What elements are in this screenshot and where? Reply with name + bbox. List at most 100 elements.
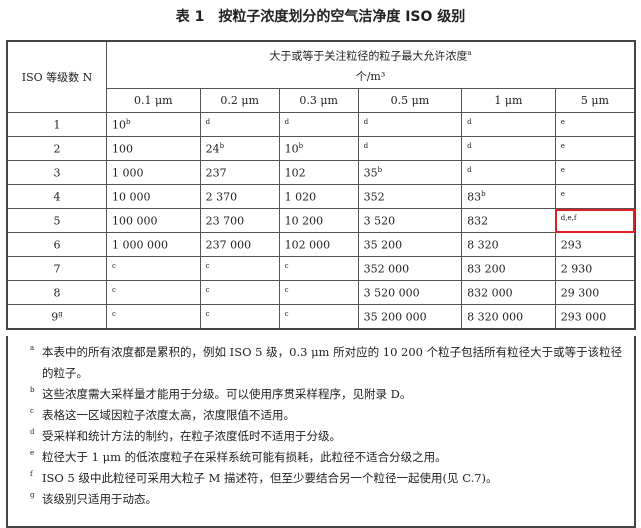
footnote-mark: c	[112, 309, 116, 318]
class-number: 4	[53, 190, 61, 204]
concentration-cell: 1 020	[278, 184, 359, 209]
concentration-cell: d	[357, 136, 463, 161]
footnote-mark: c	[284, 285, 289, 294]
footnote-mark: d	[363, 117, 369, 126]
concentration-cell: 100	[106, 136, 201, 161]
concentration-cell: c	[106, 256, 201, 281]
cell-value: 1 000 000	[112, 238, 168, 252]
concentration-cell: 352 000	[357, 256, 463, 281]
footnote-mark: d	[30, 428, 35, 436]
header-iso-class: ISO 等级数 N	[6, 40, 107, 113]
cell-value: 10 200	[284, 214, 324, 228]
iso-class-cell: 6	[6, 232, 107, 257]
cell-value: 832	[467, 214, 489, 228]
cell-value: 35 200	[363, 238, 403, 252]
iso-class-cell: 4	[6, 184, 107, 209]
footnote-mark: a	[467, 49, 472, 58]
concentration-cell: 2 930	[554, 256, 636, 281]
cell-value: 10 000	[112, 190, 151, 204]
iso-class-cell: 8	[6, 280, 107, 305]
concentration-cell: 35 200	[357, 232, 463, 257]
concentration-cell: d	[461, 112, 556, 137]
concentration-cell: 1 000 000	[106, 232, 201, 257]
iso-class-table: ISO 等级数 N 大于或等于关注粒径的粒子最大允许浓度a 个/m³ 0.1 μm…	[6, 40, 636, 330]
concentration-cell: 35b	[357, 160, 463, 185]
concentration-cell: c	[199, 304, 280, 330]
footnote: e 粒径大于 1 μm 的低浓度粒子在采样系统可能有损耗，此粒径不适合分级之用。	[30, 447, 624, 468]
concentration-cell: d,e,f	[554, 208, 636, 233]
concentration-cell: 2 370	[199, 184, 280, 209]
footnote-text: 表格这一区域因粒子浓度太高，浓度限值不适用。	[42, 408, 295, 422]
table-row: 2 100 24b 10b d d e	[6, 136, 636, 161]
footnote-mark: c	[205, 285, 210, 294]
class-number: 8	[53, 286, 61, 300]
concentration-label: 大于或等于关注粒径的粒子最大允许浓度	[269, 49, 468, 63]
header-concentration: 大于或等于关注粒径的粒子最大允许浓度a 个/m³	[106, 40, 636, 89]
concentration-cell: 293 000	[554, 304, 636, 330]
concentration-cell: c	[106, 304, 201, 330]
cell-value: 293	[560, 238, 582, 252]
footnote-mark: c	[284, 309, 289, 318]
cell-value: 83	[467, 190, 482, 204]
header-size: 5 μm	[554, 88, 636, 113]
cell-value: 35 200 000	[363, 310, 427, 324]
class-number: 7	[53, 262, 61, 276]
footnote-mark: c	[112, 285, 116, 294]
footnote-mark: e	[30, 449, 35, 457]
header-size: 0.3 μm	[278, 88, 359, 113]
footnote: b 这些浓度需大采样量才能用于分级。可以使用序贯采样程序，见附录 D。	[30, 384, 624, 405]
footnote-mark: c	[112, 261, 116, 270]
header-size: 1 μm	[461, 88, 556, 113]
concentration-cell: d	[357, 112, 463, 137]
footnote-mark: c	[205, 309, 210, 318]
iso-class-cell: 1	[6, 112, 107, 137]
cell-value: 83 200	[467, 262, 506, 276]
cell-value: 24	[205, 142, 220, 156]
cell-value: 1 020	[284, 190, 317, 204]
footnote-mark: b	[298, 141, 304, 150]
iso-class-cell: 2	[6, 136, 107, 161]
class-number: 3	[53, 166, 61, 180]
footnote-mark: e	[560, 165, 565, 174]
table-row: 4 10 000 2 370 1 020 352 83b e	[6, 184, 636, 209]
class-number: 5	[53, 214, 61, 228]
footnote-mark: c	[30, 407, 34, 415]
concentration-cell: 10 200	[278, 208, 359, 233]
footnote-text: 该级别只适用于动态。	[42, 492, 157, 506]
concentration-cell: d	[461, 136, 556, 161]
cell-value: 3 520	[363, 214, 396, 228]
table-title: 表 1 按粒子浓度划分的空气洁净度 ISO 级别	[175, 9, 466, 25]
concentration-cell: c	[199, 256, 280, 281]
footnote-mark: g	[58, 309, 63, 318]
footnote: a 本表中的所有浓度都是累积的，例如 ISO 5 级，0.3 μm 所对应的 10…	[30, 342, 624, 384]
cell-value: 2 930	[560, 262, 593, 276]
cell-value: 1 000	[112, 166, 144, 180]
footnote-mark: b	[481, 189, 486, 198]
footnote-mark: d	[467, 141, 472, 150]
table-row: 6 1 000 000 237 000 102 000 35 200 8 320 293	[6, 232, 636, 257]
concentration-cell: 23 700	[199, 208, 280, 233]
concentration-cell: 293	[554, 232, 636, 257]
cell-value: 10	[112, 118, 126, 132]
cell-value: 237 000	[205, 238, 252, 252]
table-row: 8 c c c 3 520 000 832 000 29 300	[6, 280, 636, 305]
class-number: 1	[53, 118, 61, 132]
class-number: 2	[53, 142, 61, 156]
footnote: c 表格这一区域因粒子浓度太高，浓度限值不适用。	[30, 405, 624, 426]
concentration-cell: 83b	[461, 184, 556, 209]
cell-value: 35	[363, 166, 378, 180]
footnote: f ISO 5 级中此粒径可采用大粒子 M 描述符，但至少要结合另一个粒径一起使用…	[30, 468, 624, 489]
footnote-mark: a	[30, 344, 35, 352]
concentration-cell: c	[199, 280, 280, 305]
iso-class-cell: 3	[6, 160, 107, 185]
footnote-mark: d	[467, 117, 472, 126]
concentration-cell: c	[106, 280, 201, 305]
footnote-mark: c	[205, 261, 210, 270]
header-size: 0.2 μm	[199, 88, 280, 113]
footnote: g 该级别只适用于动态。	[30, 489, 624, 510]
cell-value: 29 300	[560, 286, 600, 300]
concentration-cell: 8 320	[461, 232, 556, 257]
footnote-mark: b	[377, 165, 383, 174]
class-number: 9	[51, 310, 59, 324]
footnote-text: ISO 5 级中此粒径可采用大粒子 M 描述符，但至少要结合另一个粒径一起使用(…	[42, 471, 498, 485]
